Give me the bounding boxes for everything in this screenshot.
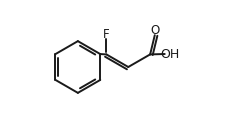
Text: F: F	[103, 28, 109, 41]
Text: O: O	[150, 24, 159, 37]
Text: OH: OH	[159, 48, 178, 61]
